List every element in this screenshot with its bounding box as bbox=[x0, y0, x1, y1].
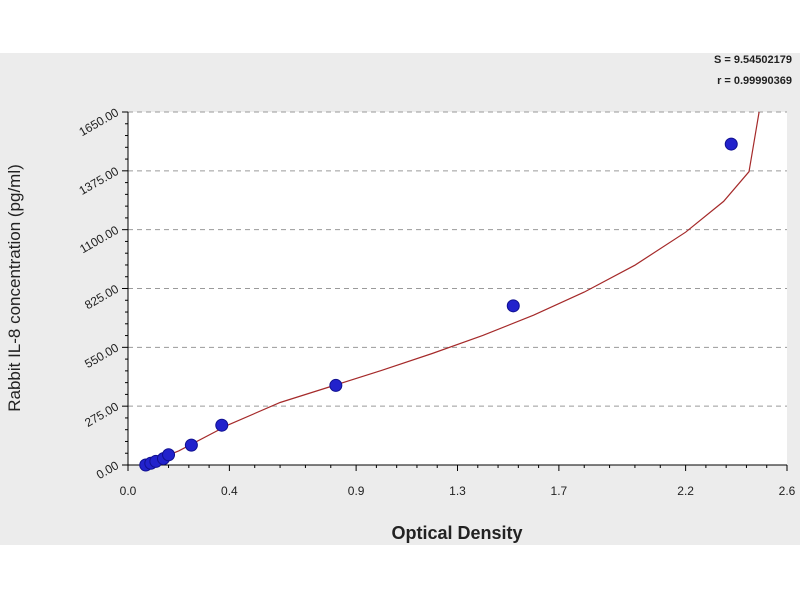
y-tick-label: 275.00 bbox=[82, 399, 121, 430]
data-points bbox=[139, 137, 738, 472]
x-tick-label: 1.7 bbox=[551, 484, 568, 498]
y-tick-label: 550.00 bbox=[82, 340, 121, 371]
fit-curve bbox=[142, 111, 760, 466]
data-point bbox=[506, 299, 520, 313]
y-tick-label: 0.00 bbox=[94, 458, 122, 482]
data-point bbox=[724, 137, 738, 151]
x-tick-label: 2.6 bbox=[779, 484, 796, 498]
y-axis-label: Rabbit IL-8 concentration (pg/ml) bbox=[5, 164, 24, 412]
y-tick-label: 1100.00 bbox=[77, 223, 121, 257]
data-point bbox=[184, 438, 198, 452]
x-tick-label: 2.2 bbox=[677, 484, 694, 498]
fit-curve-layer bbox=[142, 111, 760, 466]
data-point bbox=[329, 378, 343, 392]
stats-s-value: S = 9.54502179 bbox=[714, 54, 792, 66]
stats-r-value: r = 0.99990369 bbox=[717, 75, 792, 87]
grid-lines bbox=[128, 111, 787, 407]
x-tick-label: 0.0 bbox=[120, 484, 137, 498]
x-tick-label: 1.3 bbox=[449, 484, 466, 498]
x-tick-label: 0.4 bbox=[221, 484, 238, 498]
data-point bbox=[162, 448, 176, 462]
axes bbox=[122, 111, 788, 471]
x-axis-label: Optical Density bbox=[391, 523, 522, 543]
x-tick-label: 0.9 bbox=[348, 484, 365, 498]
y-tick-label: 1375.00 bbox=[77, 164, 122, 198]
y-tick-label: 825.00 bbox=[82, 282, 121, 313]
y-tick-label: 1650.00 bbox=[77, 105, 122, 139]
data-point bbox=[215, 418, 229, 432]
